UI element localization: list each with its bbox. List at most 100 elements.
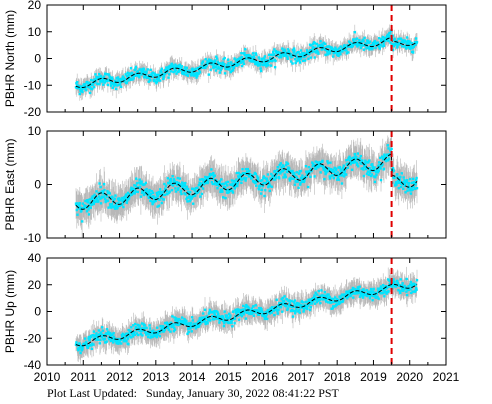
data-point	[268, 53, 271, 57]
data-point	[207, 319, 210, 322]
data-point	[313, 295, 316, 298]
data-point	[102, 191, 105, 195]
data-point	[109, 334, 112, 337]
data-point	[381, 45, 384, 48]
data-point	[299, 57, 302, 60]
data-point	[185, 185, 188, 188]
data-point	[370, 173, 373, 176]
data-point	[341, 174, 344, 177]
data-point	[127, 328, 130, 332]
data-point	[307, 166, 311, 169]
data-point	[147, 196, 150, 200]
data-point	[338, 51, 342, 54]
data-point	[319, 301, 322, 305]
data-point	[251, 60, 254, 63]
data-point	[147, 80, 150, 83]
data-point	[266, 317, 269, 321]
data-point	[304, 54, 307, 58]
data-point	[131, 188, 134, 192]
data-point	[207, 178, 211, 181]
data-point	[387, 35, 391, 38]
data-point	[198, 71, 202, 74]
data-point	[398, 283, 401, 287]
data-point	[209, 177, 212, 181]
data-point	[310, 302, 314, 305]
data-point	[362, 168, 365, 171]
data-point	[363, 289, 366, 292]
data-point	[275, 54, 278, 58]
data-point	[104, 197, 107, 201]
data-point	[269, 184, 272, 187]
data-point	[98, 78, 102, 82]
data-point	[273, 48, 276, 51]
data-point	[195, 76, 198, 79]
data-point	[254, 181, 257, 185]
data-point	[415, 40, 419, 44]
x-tick-label: 2016	[251, 370, 278, 384]
x-tick-label: 2021	[433, 370, 460, 384]
data-point	[329, 167, 333, 171]
data-point	[276, 312, 279, 315]
data-point	[198, 181, 201, 184]
data-point	[153, 78, 156, 81]
data-point	[264, 59, 267, 62]
data-point	[323, 168, 326, 171]
data-point	[123, 80, 126, 83]
data-point	[120, 85, 123, 88]
data-point	[184, 187, 188, 190]
data-point	[104, 200, 107, 204]
data-point	[107, 74, 111, 77]
east-panel: -10 0 10 PBHR East (mm)	[3, 124, 447, 245]
data-point	[165, 326, 168, 329]
data-point	[155, 335, 158, 339]
data-point	[106, 83, 110, 87]
data-point	[292, 172, 296, 175]
data-point	[203, 178, 207, 181]
data-point	[165, 321, 169, 324]
data-point	[320, 289, 323, 292]
data-point	[409, 45, 413, 49]
data-point	[249, 174, 253, 177]
data-point	[399, 43, 402, 46]
data-point	[76, 81, 79, 84]
data-point	[151, 75, 154, 79]
data-point	[272, 309, 276, 312]
data-point	[314, 291, 317, 294]
data-point	[180, 192, 183, 196]
data-point	[288, 179, 292, 182]
data-point	[297, 303, 300, 307]
data-point	[106, 332, 110, 335]
data-point	[280, 298, 283, 301]
data-point	[162, 76, 165, 80]
data-point	[398, 290, 402, 293]
data-point	[382, 284, 385, 287]
data-point	[89, 87, 92, 90]
data-point	[405, 290, 408, 293]
data-point	[354, 159, 357, 163]
data-point	[218, 71, 221, 74]
data-point	[326, 160, 329, 163]
data-point	[398, 179, 402, 182]
data-point	[402, 41, 406, 44]
data-point	[358, 44, 361, 47]
data-point	[176, 176, 179, 180]
data-point	[379, 178, 383, 182]
data-point	[415, 178, 418, 182]
data-point	[308, 50, 311, 53]
data-point	[297, 302, 301, 305]
data-point	[282, 165, 286, 168]
data-point	[284, 174, 287, 177]
data-point	[159, 191, 163, 194]
data-point	[237, 171, 240, 175]
data-point	[299, 61, 302, 64]
data-point	[286, 55, 289, 59]
data-point	[344, 167, 347, 170]
data-point	[118, 197, 121, 200]
data-point	[343, 175, 346, 178]
data-point	[399, 175, 402, 179]
data-point	[262, 57, 266, 60]
data-point	[359, 46, 362, 50]
data-point	[412, 51, 415, 54]
data-point	[211, 177, 215, 180]
data-point	[196, 74, 199, 77]
